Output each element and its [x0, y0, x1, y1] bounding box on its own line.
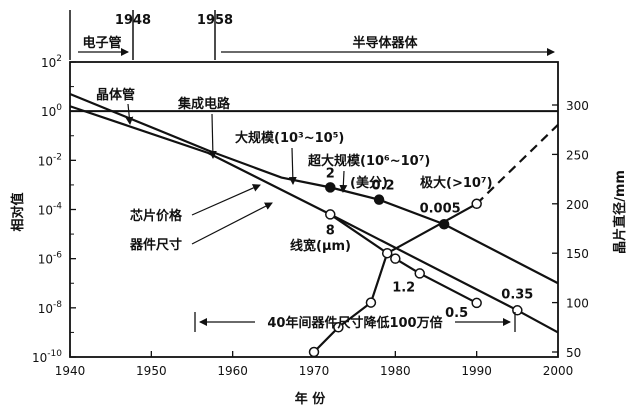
- series-point: [471, 198, 482, 210]
- series-point: [365, 297, 377, 308]
- series-extension-dashed: [475, 123, 559, 205]
- y-left-tick-label: 100: [41, 103, 62, 119]
- series-point: [373, 194, 385, 205]
- annotation-ulsi: 极大(>10⁷): [420, 175, 493, 191]
- series-point: [390, 253, 401, 264]
- y-left-axis-title: 相对值: [10, 192, 26, 231]
- series-point: [325, 182, 336, 193]
- era-year-1958: 1958: [197, 13, 233, 28]
- y-left-tick-label: 102: [41, 54, 62, 70]
- x-tick-label: 1950: [136, 364, 167, 378]
- x-tick-label: 1940: [55, 364, 86, 378]
- pointer-device-size: [191, 202, 273, 245]
- annotation-forty-years: 40年间器件尺寸降低100万倍: [267, 315, 442, 331]
- y-right-tick-label: 200: [566, 198, 589, 212]
- annotation-device-size: 器件尺寸: [129, 237, 182, 253]
- x-tick-label: 1990: [461, 364, 492, 378]
- era-year-1948: 1948: [115, 13, 151, 28]
- annotations: 晶体管 集成电路 大规模(10³~10⁵) 超大规模(10⁶~10⁷) (美分)…: [96, 87, 516, 332]
- series-point: [325, 209, 336, 220]
- x-axis: 1940 1950 1960 1970 1980 1990 2000: [55, 351, 574, 378]
- annotation-vlsi: 超大规模(10⁶~10⁷): [308, 153, 430, 169]
- series-point-label: 8: [326, 223, 335, 238]
- series-point: [512, 305, 523, 316]
- y-right-tick-label: 250: [566, 148, 589, 162]
- series-point: [414, 268, 425, 279]
- series-point: [308, 346, 320, 358]
- series-point-label: 1.2: [392, 280, 415, 295]
- annotation-line-width: 线宽(μm): [290, 238, 351, 254]
- annotation-vlsi-unit: (美分): [350, 175, 388, 191]
- x-axis-title: 年 份: [295, 391, 327, 407]
- series-point: [471, 297, 482, 309]
- annotation-ic: 集成电路: [177, 96, 231, 112]
- series-point-label: 0.2: [372, 179, 395, 194]
- y-left-axis: 102 100 10-2 10-4 10-6 10-8 10-10: [32, 54, 76, 365]
- series-point: [438, 219, 450, 230]
- y-left-tick-label: 10-10: [32, 349, 62, 365]
- y-right-axis: 50 100 150 200 250 300: [552, 99, 589, 360]
- pointer-lsi: [288, 147, 297, 185]
- y-left-tick-label: 10-8: [38, 300, 63, 316]
- y-left-tick-label: 10-6: [38, 251, 63, 267]
- series-point-label: 2: [326, 166, 335, 181]
- era-label-vacuum: 电子管: [82, 35, 121, 51]
- x-tick-label: 1960: [217, 364, 248, 378]
- series-point: [381, 247, 393, 259]
- y-right-tick-label: 50: [566, 346, 581, 360]
- annotation-transistor: 晶体管: [96, 87, 135, 103]
- series-point-label: 0.5: [445, 306, 468, 321]
- x-tick-label: 1980: [380, 364, 411, 378]
- series-point-label: 0.35: [501, 287, 533, 302]
- pointer-ic: [208, 113, 217, 159]
- pointer-vlsi: [339, 170, 348, 193]
- era-label-semiconductor: 半导体器体: [352, 35, 418, 51]
- pointer-transistor: [125, 103, 134, 125]
- y-right-axis-title: 晶片直径/mm: [612, 170, 628, 254]
- y-right-tick-label: 300: [566, 99, 589, 113]
- annotation-chip-price: 芯片价格: [130, 208, 183, 224]
- x-tick-label: 2000: [543, 364, 574, 378]
- era-header: 1948 1958 电子管 半导体器体: [69, 10, 555, 60]
- y-left-tick-label: 10-2: [38, 152, 62, 168]
- series-line-2: [329, 213, 478, 304]
- marker-layer: 2 0.2 0.005 8 0.35 1.2 0.5: [308, 166, 533, 358]
- y-right-tick-label: 100: [566, 297, 589, 311]
- annotation-lsi: 大规模(10³~10⁵): [235, 130, 344, 146]
- y-right-tick-label: 150: [566, 247, 589, 261]
- pointer-chip-price: [191, 184, 261, 216]
- series-point-label: 0.005: [420, 201, 461, 216]
- y-left-tick-label: 10-4: [38, 202, 63, 218]
- x-tick-label: 1970: [299, 364, 330, 378]
- series-point: [333, 322, 344, 333]
